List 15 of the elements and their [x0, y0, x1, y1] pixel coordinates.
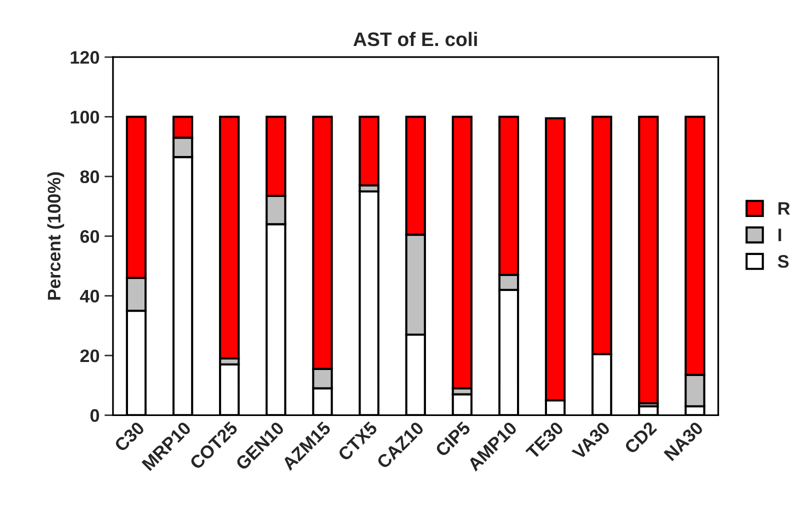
- x-tick-label: C30: [114, 420, 146, 452]
- legend-label: S: [778, 255, 789, 268]
- y-tick-label: 60: [80, 230, 100, 243]
- y-tick-label: 120: [70, 51, 100, 64]
- legend-label: R: [778, 202, 790, 215]
- chart-title: AST of E. coli: [353, 32, 477, 46]
- y-tick-label: 20: [80, 349, 100, 362]
- y-tick-label: 0: [90, 409, 100, 422]
- x-tick-label: CD2: [624, 420, 658, 454]
- y-tick-label: 80: [80, 170, 100, 184]
- legend-label: I: [778, 228, 782, 242]
- y-tick-label: 40: [80, 290, 100, 303]
- bar: [638, 116, 659, 404]
- y-axis-title: Percent (100%): [47, 172, 64, 300]
- y-tick-label: 100: [70, 110, 100, 124]
